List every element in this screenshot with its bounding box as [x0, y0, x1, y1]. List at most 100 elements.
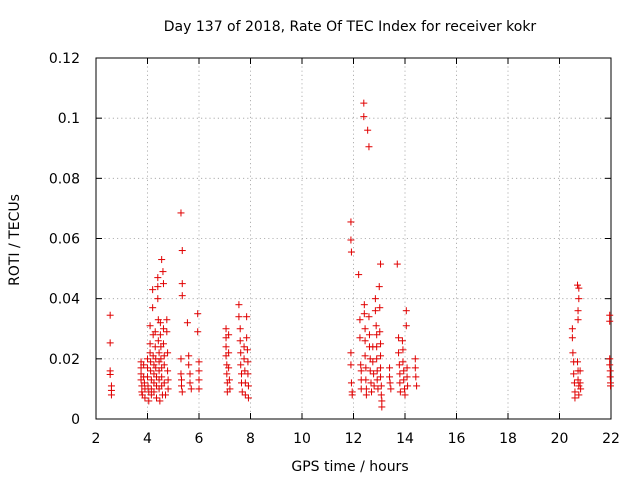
y-tick-labels: 0 0.02 0.04 0.06 0.08 0.1 0.12	[49, 51, 80, 428]
data-point	[177, 376, 185, 384]
data-point	[153, 394, 161, 402]
chart-title: Day 137 of 2018, Rate Of TEC Index for r…	[164, 19, 537, 35]
x-tick-label: 8	[246, 431, 255, 447]
y-tick-label: 0.06	[49, 232, 80, 248]
data-point	[238, 388, 246, 396]
data-point	[240, 343, 248, 351]
data-point	[164, 367, 172, 375]
data-point	[144, 355, 151, 363]
data-point	[362, 376, 370, 384]
data-point	[569, 349, 577, 357]
data-point	[372, 322, 380, 330]
data-point	[241, 391, 249, 399]
x-tick-label: 12	[345, 431, 363, 447]
data-point	[400, 385, 408, 393]
data-point	[357, 361, 365, 369]
data-point	[244, 394, 252, 402]
data-point	[361, 337, 369, 345]
data-point	[400, 367, 408, 375]
data-point	[149, 286, 157, 294]
data-point	[235, 301, 243, 309]
x-tick-label: 6	[195, 431, 204, 447]
data-point	[150, 388, 158, 396]
y-tick-label: 0.08	[49, 171, 80, 187]
data-point	[362, 385, 370, 393]
data-point	[237, 361, 245, 369]
data-point	[368, 388, 376, 396]
data-point	[574, 307, 582, 315]
data-point	[195, 376, 203, 384]
data-point	[347, 361, 355, 369]
data-point	[243, 334, 251, 342]
data-point	[575, 295, 583, 303]
data-point	[178, 388, 186, 396]
data-point	[356, 316, 364, 324]
data-point	[398, 337, 406, 345]
data-point	[241, 379, 249, 387]
data-point	[185, 361, 193, 369]
data-point	[177, 382, 185, 390]
data-point	[138, 388, 146, 396]
data-point	[223, 370, 231, 378]
data-point	[177, 355, 185, 363]
data-point	[156, 397, 164, 405]
data-point	[365, 331, 373, 339]
data-point	[158, 256, 166, 264]
data-point	[403, 373, 411, 381]
data-point	[236, 325, 244, 333]
data-point	[370, 382, 378, 390]
data-point	[106, 370, 114, 378]
data-point	[361, 352, 369, 360]
data-point	[606, 355, 614, 363]
data-point	[404, 382, 412, 390]
data-point	[373, 331, 381, 339]
data-point	[377, 373, 385, 381]
data-point	[376, 328, 384, 336]
x-tick-label: 2	[92, 431, 101, 447]
data-point	[377, 352, 385, 360]
data-point	[159, 340, 167, 348]
data-point	[164, 376, 172, 384]
data-point	[411, 355, 419, 363]
data-point	[378, 397, 386, 405]
data-point	[223, 361, 231, 369]
data-point	[376, 304, 384, 312]
data-point	[400, 376, 408, 384]
data-point	[396, 370, 404, 378]
data-point	[244, 358, 252, 366]
data-point	[151, 328, 159, 336]
data-point	[237, 349, 245, 357]
y-tick-label: 0.02	[49, 352, 80, 368]
data-point	[244, 382, 252, 390]
data-point	[606, 382, 614, 390]
data-point	[606, 311, 614, 319]
data-point	[574, 358, 582, 366]
data-point	[377, 364, 385, 372]
data-point	[347, 236, 355, 244]
data-point	[222, 343, 230, 351]
data-point	[403, 364, 411, 372]
data-points	[106, 99, 614, 411]
data-point	[377, 260, 385, 268]
data-point	[347, 379, 355, 387]
data-point	[240, 355, 248, 363]
data-point	[225, 364, 233, 372]
y-tick-label: 0	[71, 412, 80, 428]
data-point	[377, 340, 385, 348]
data-point	[177, 209, 185, 217]
data-point	[194, 328, 202, 336]
data-point	[156, 331, 164, 339]
data-point	[156, 319, 164, 327]
data-point	[158, 373, 166, 381]
data-point	[152, 364, 160, 372]
data-point	[154, 295, 162, 303]
data-point	[362, 391, 370, 399]
data-point	[225, 376, 233, 384]
data-point	[575, 391, 583, 399]
data-point	[146, 322, 154, 330]
y-axis-label: ROTI / TECUs	[7, 194, 23, 286]
data-point	[237, 370, 245, 378]
data-point	[225, 331, 233, 339]
x-tick-label: 10	[293, 431, 311, 447]
